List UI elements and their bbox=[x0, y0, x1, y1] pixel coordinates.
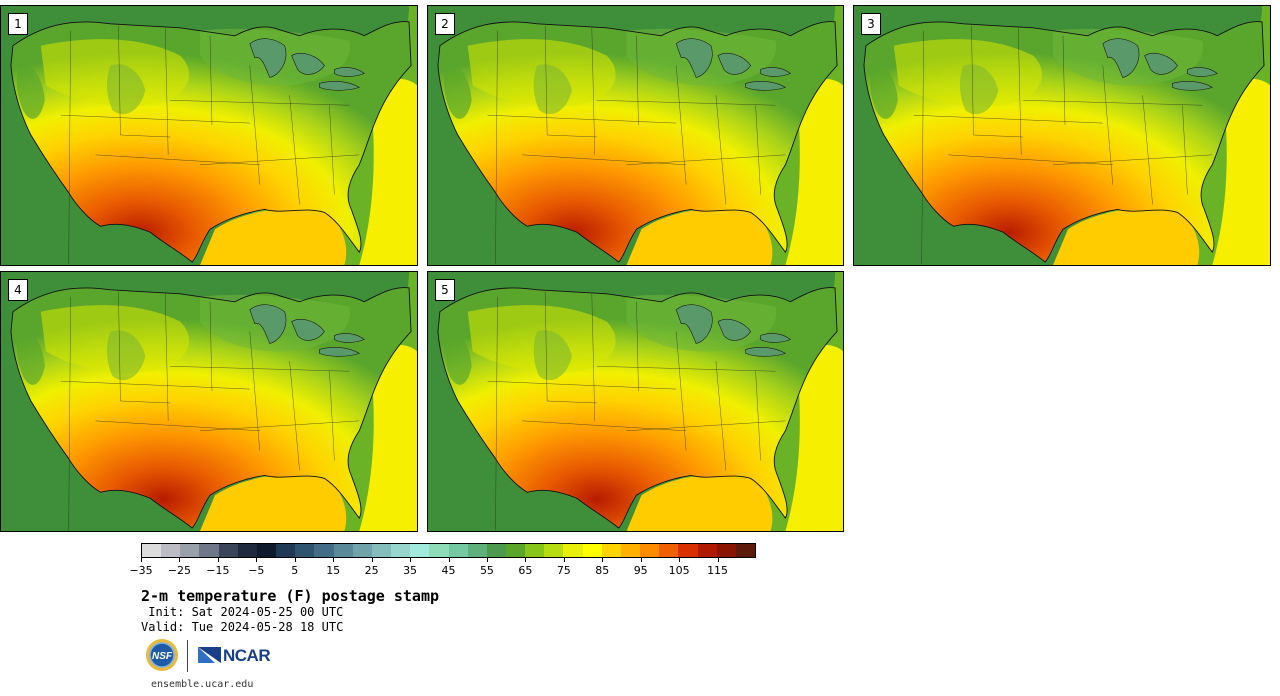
postage-stamp-panel-2: 2 bbox=[427, 5, 844, 266]
colorbar-segment bbox=[640, 544, 660, 557]
colorbar-segment bbox=[218, 544, 238, 557]
colorbar-segment bbox=[467, 544, 487, 557]
colorbar-segment bbox=[448, 544, 468, 557]
panel-number-1: 1 bbox=[8, 13, 28, 35]
colorbar-tick bbox=[486, 558, 488, 562]
temperature-colorbar bbox=[141, 543, 756, 558]
colorbar-segment bbox=[697, 544, 717, 557]
colorbar-tick-label: −5 bbox=[248, 564, 265, 577]
colorbar-tick-label: 115 bbox=[707, 564, 729, 577]
colorbar-segment bbox=[716, 544, 736, 557]
colorbar-tick bbox=[563, 558, 565, 562]
postage-stamp-panel-3: 3 bbox=[853, 5, 1271, 266]
colorbar-segment bbox=[142, 544, 162, 557]
temperature-map-5 bbox=[428, 272, 843, 531]
colorbar-tick bbox=[294, 558, 296, 562]
colorbar-tick bbox=[602, 558, 604, 562]
colorbar-tick bbox=[256, 558, 258, 562]
colorbar-segment bbox=[505, 544, 526, 557]
colorbar-segment bbox=[237, 544, 257, 557]
colorbar-segment bbox=[659, 544, 679, 557]
colorbar-tick-label: 105 bbox=[668, 564, 690, 577]
panel-number-5: 5 bbox=[435, 279, 455, 301]
colorbar-tick-label: 85 bbox=[595, 564, 610, 577]
colorbar-segment bbox=[582, 544, 602, 557]
colorbar-segment bbox=[371, 544, 392, 557]
site-url: ensemble.ucar.edu bbox=[151, 679, 254, 690]
colorbar-segment bbox=[563, 544, 583, 557]
colorbar-ticks: −35 −25 −15 −5 5 15 25 35 45 55 65 75 85 95 105 115 bbox=[129, 558, 756, 578]
colorbar-segment bbox=[601, 544, 621, 557]
temperature-map-1 bbox=[1, 6, 417, 265]
colorbar-segment bbox=[620, 544, 641, 557]
colorbar-tick-label: −35 bbox=[129, 564, 153, 577]
colorbar-tick bbox=[448, 558, 450, 562]
colorbar-segment bbox=[391, 544, 411, 557]
colorbar-tick bbox=[525, 558, 527, 562]
colorbar-segment bbox=[276, 544, 296, 557]
panel-number-4: 4 bbox=[8, 279, 28, 301]
colorbar-tick bbox=[717, 558, 719, 562]
colorbar-segment bbox=[525, 544, 545, 557]
temperature-map-2 bbox=[428, 6, 843, 265]
colorbar-tick bbox=[217, 558, 219, 562]
colorbar-tick bbox=[141, 558, 142, 562]
colorbar-segment bbox=[678, 544, 698, 557]
colorbar-segment bbox=[544, 544, 564, 557]
colorbar-segment bbox=[352, 544, 372, 557]
colorbar-tick bbox=[179, 558, 181, 562]
colorbar-segment bbox=[180, 544, 200, 557]
colorbar-segment bbox=[256, 544, 277, 557]
colorbar-tick bbox=[679, 558, 681, 562]
ncar-wordmark: NCAR bbox=[223, 646, 271, 665]
colorbar-segment bbox=[429, 544, 449, 557]
temperature-map-4 bbox=[1, 272, 417, 531]
colorbar-segment bbox=[333, 544, 353, 557]
figure-title: 2-m temperature (F) postage stamp bbox=[141, 587, 440, 605]
temperature-map-3 bbox=[854, 6, 1270, 265]
colorbar-tick-label: 15 bbox=[326, 564, 341, 577]
nsf-logo: NSF bbox=[146, 639, 178, 671]
colorbar-segment bbox=[295, 544, 315, 557]
ncar-logo bbox=[198, 647, 221, 663]
colorbar-tick-label: 35 bbox=[403, 564, 418, 577]
colorbar-segment bbox=[486, 544, 506, 557]
colorbar-tick-label: −15 bbox=[206, 564, 230, 577]
postage-stamp-panel-5: 5 bbox=[427, 271, 844, 532]
colorbar-segment bbox=[735, 544, 755, 557]
colorbar-tick-label: 5 bbox=[291, 564, 299, 577]
init-time: Init: Sat 2024-05-25 00 UTC bbox=[141, 605, 344, 619]
svg-text:NSF: NSF bbox=[152, 651, 173, 662]
colorbar-tick bbox=[410, 558, 412, 562]
colorbar-tick-label: 75 bbox=[556, 564, 571, 577]
colorbar-segment bbox=[199, 544, 219, 557]
colorbar-tick-label: 95 bbox=[633, 564, 648, 577]
colorbar-segment bbox=[161, 544, 181, 557]
colorbar-tick-label: 45 bbox=[441, 564, 456, 577]
panel-number-3: 3 bbox=[861, 13, 881, 35]
colorbar-segment bbox=[410, 544, 430, 557]
colorbar-tick-label: 55 bbox=[479, 564, 494, 577]
colorbar-tick bbox=[333, 558, 335, 562]
colorbar-tick bbox=[371, 558, 373, 562]
colorbar-tick bbox=[640, 558, 642, 562]
colorbar-tick-label: −25 bbox=[167, 564, 192, 577]
colorbar-tick-label: 65 bbox=[518, 564, 533, 577]
postage-stamp-panel-1: 1 bbox=[0, 5, 418, 266]
colorbar-tick-label: 25 bbox=[364, 564, 379, 577]
logo-divider bbox=[187, 640, 188, 672]
colorbar-segment bbox=[314, 544, 334, 557]
valid-time: Valid: Tue 2024-05-28 18 UTC bbox=[141, 620, 344, 634]
panel-number-2: 2 bbox=[435, 13, 455, 35]
postage-stamp-panel-4: 4 bbox=[0, 271, 418, 532]
